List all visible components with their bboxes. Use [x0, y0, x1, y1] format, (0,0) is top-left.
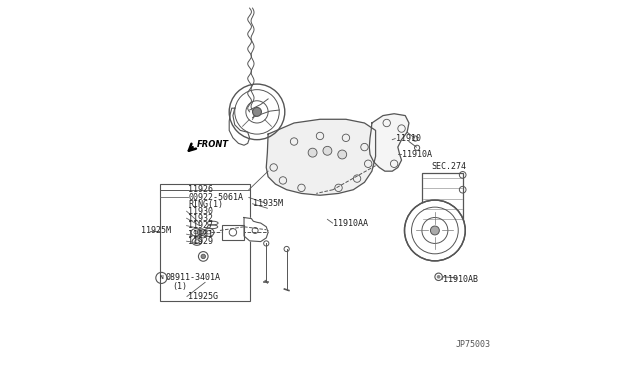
Text: SEC.274: SEC.274: [431, 162, 466, 171]
Text: 11929: 11929: [188, 237, 213, 246]
Text: 08911-3401A: 08911-3401A: [166, 273, 220, 282]
Text: 11910: 11910: [396, 134, 421, 143]
Text: 11927: 11927: [188, 221, 213, 230]
Circle shape: [308, 148, 317, 157]
Polygon shape: [369, 114, 409, 171]
Bar: [160, 184, 250, 301]
Text: 11926: 11926: [188, 185, 213, 194]
Text: 00922-5061A: 00922-5061A: [188, 193, 243, 202]
Text: 11935M: 11935M: [253, 199, 284, 208]
Bar: [422, 173, 463, 232]
Text: 11910AA: 11910AA: [333, 219, 369, 228]
Circle shape: [431, 226, 439, 235]
Text: 11925G: 11925G: [188, 292, 218, 301]
Polygon shape: [266, 119, 376, 195]
Polygon shape: [229, 108, 250, 145]
Circle shape: [201, 254, 205, 259]
Text: 11932: 11932: [188, 214, 213, 223]
Text: 11925M: 11925M: [141, 226, 172, 235]
Text: FRONT: FRONT: [197, 140, 229, 149]
Circle shape: [436, 275, 440, 279]
Circle shape: [338, 150, 347, 159]
Text: 11931: 11931: [188, 230, 213, 239]
Text: JP75003: JP75003: [456, 340, 490, 349]
Text: RING(1): RING(1): [188, 200, 223, 209]
Circle shape: [404, 200, 465, 261]
Text: 11910AB: 11910AB: [443, 275, 478, 284]
Text: 11930: 11930: [188, 207, 213, 216]
Polygon shape: [244, 218, 268, 241]
Text: 11910A: 11910A: [401, 150, 431, 159]
Text: (1): (1): [172, 282, 187, 291]
Bar: [222, 225, 244, 240]
Text: N: N: [159, 275, 163, 280]
Circle shape: [323, 146, 332, 155]
Circle shape: [253, 108, 262, 116]
